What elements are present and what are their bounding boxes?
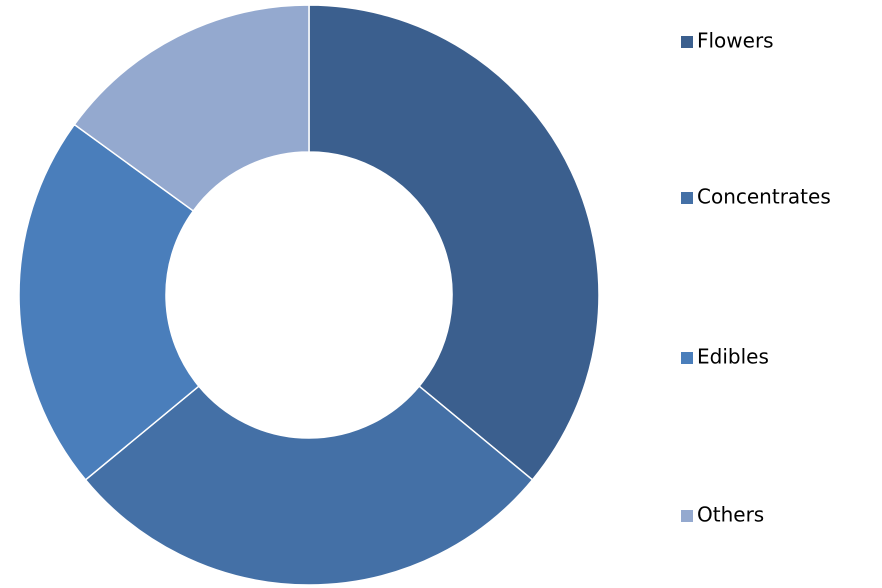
legend-swatch [681, 36, 693, 48]
donut-slice [308, 4, 600, 481]
donut-slice [18, 123, 200, 481]
legend-swatch [681, 510, 693, 522]
legend-label: Flowers [697, 29, 774, 53]
legend-label: Concentrates [697, 185, 831, 209]
legend-label: Edibles [697, 345, 769, 369]
donut-slice [84, 385, 534, 586]
donut-slice [73, 4, 310, 212]
legend-label: Others [697, 503, 764, 527]
legend-swatch [681, 352, 693, 364]
legend-swatch [681, 192, 693, 204]
